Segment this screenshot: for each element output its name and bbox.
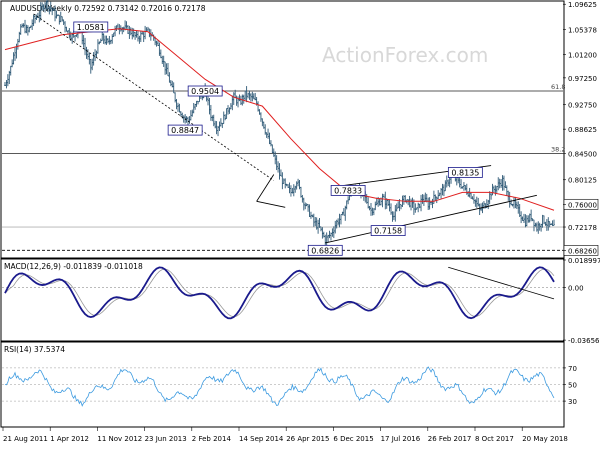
- moving-average-line: [4, 28, 555, 211]
- watermark: ActionForex.com: [322, 43, 488, 67]
- price-layer: 61.8 38.2 1.0581 0.9504 0.8847 0.7833 0.7158 0.…: [2, 0, 565, 256]
- macd-line: [4, 266, 555, 320]
- price-label: 0.6826: [311, 246, 339, 255]
- rsi-line: [4, 366, 555, 407]
- x-tick-label: 23 Jun 2013: [145, 435, 187, 443]
- rsi-y-tick-label: 30: [568, 398, 577, 406]
- x-tick-label: 26 Feb 2017: [428, 435, 472, 443]
- x-tick-label: 6 Dec 2015: [333, 435, 373, 443]
- price-label: 0.8847: [171, 126, 199, 135]
- price-y-tick-label: 1.01200: [568, 51, 597, 59]
- rsi-y-tick-label: 70: [568, 365, 577, 373]
- price-y-tick-label: 0.97250: [568, 75, 597, 83]
- x-tick-label: 21 Aug 2011: [3, 435, 48, 443]
- price-y-tick-label: 0.72178: [568, 224, 597, 232]
- x-tick-label: 11 Nov 2012: [97, 435, 142, 443]
- price-label: 0.9504: [191, 87, 219, 96]
- x-tick-label: 1 Apr 2012: [50, 435, 89, 443]
- x-tick-label: 17 Jul 2016: [381, 435, 421, 443]
- fib-label: 61.8: [551, 83, 565, 91]
- x-tick-label: 14 Sep 2014: [239, 435, 284, 443]
- price-label: 0.8135: [451, 168, 479, 177]
- price-title: AUDUSD,Weekly 0.72592 0.73142 0.72016 0.…: [10, 4, 206, 13]
- falling-trendline-dashed: [33, 13, 275, 181]
- macd-layer: [2, 266, 563, 320]
- price-label: 1.0581: [77, 23, 105, 32]
- price-label: 0.7158: [374, 227, 402, 236]
- price-label: 0.7833: [334, 186, 362, 195]
- price-y-tick-label: 1.05378: [568, 26, 597, 34]
- price-label-box: [447, 167, 483, 178]
- x-tick-label: 2 Feb 2014: [192, 435, 232, 443]
- price-label-box: [370, 225, 406, 236]
- price-label-box: [307, 244, 343, 256]
- price-y-tick-label: 0.88625: [568, 126, 597, 134]
- macd-signal-line: [4, 268, 555, 318]
- channel-lower-line: [325, 194, 537, 244]
- rsi-title: RSI(14) 37.5374: [4, 345, 65, 354]
- rsi-y-tick-label: 50: [568, 382, 577, 390]
- axis-layer: 1.09625 1.05378 1.01200 0.97250 0.92750 0.886…: [2, 1, 600, 443]
- price-label-box: [330, 185, 366, 196]
- price-label-box: [73, 21, 109, 33]
- x-tick-label: 20 May 2018: [522, 435, 568, 443]
- price-y-tick-label: 0.68260: [568, 247, 597, 255]
- price-y-tick-label: 0.92750: [568, 102, 597, 110]
- price-label-box: [187, 85, 223, 97]
- price-y-tick-label: 1.09625: [568, 1, 597, 9]
- price-y-tick-label: 0.80125: [568, 177, 597, 185]
- macd-y-tick-label: -0.036569: [568, 337, 600, 345]
- price-y-tick-label: 0.76000: [568, 201, 597, 209]
- fib-label: 38.2: [551, 145, 565, 153]
- macd-title: MACD(12,26,9) -0.011839 -0.011018: [4, 262, 143, 271]
- price-label-box: [167, 124, 203, 136]
- macd-trendline: [448, 266, 555, 300]
- wedge-line-b: [256, 200, 286, 208]
- price-panel-frame: [0, 0, 565, 259]
- x-tick-label: 8 Oct 2017: [475, 435, 514, 443]
- price-y-tick-label: 0.84500: [568, 151, 597, 159]
- macd-y-tick-label: 0.00: [568, 284, 584, 292]
- wedge-line-a: [256, 174, 275, 202]
- rsi-layer: [2, 366, 563, 407]
- x-tick-label: 26 Apr 2015: [286, 435, 329, 443]
- macd-panel-frame: [0, 258, 565, 342]
- macd-y-tick-label: 0.018997: [568, 257, 600, 265]
